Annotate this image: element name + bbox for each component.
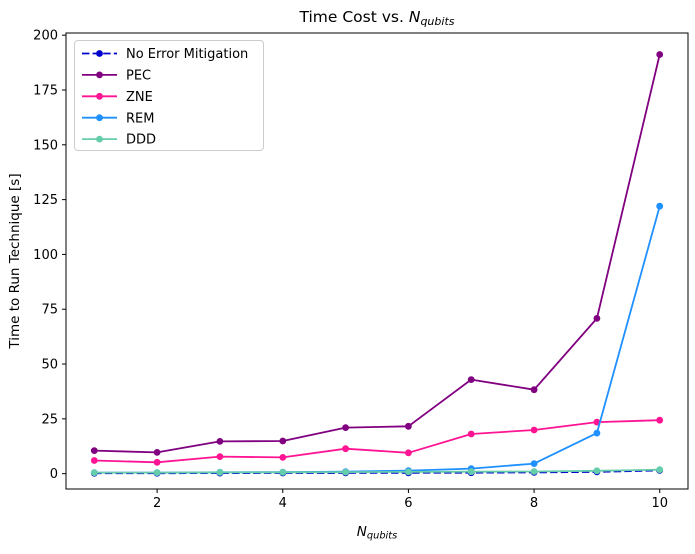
series-marker-ddd: [593, 467, 601, 475]
series-marker-pec: [90, 447, 98, 454]
chart-title-prefix: Time Cost vs.: [298, 8, 408, 26]
series-marker-ddd: [216, 469, 224, 476]
series-marker-zne: [656, 416, 664, 424]
x-tick-label: 2: [153, 496, 161, 511]
legend-label: ZNE: [126, 90, 153, 105]
legend-label: REM: [126, 111, 154, 126]
series-line-ddd: [94, 468, 660, 474]
legend-swatch-marker: [96, 50, 103, 57]
series-marker-pec: [530, 386, 538, 394]
series-layer: [90, 51, 664, 477]
y-tick-label: 100: [33, 248, 58, 263]
series-line-pec: [94, 54, 661, 454]
series-marker-pec: [279, 437, 287, 445]
series-marker-ddd: [279, 468, 287, 476]
chart-title: Time Cost vs. Nqubits: [298, 8, 454, 28]
series-line-zne: [94, 419, 660, 464]
legend-label: No Error Mitigation: [126, 47, 248, 62]
y-axis-label: Time to Run Technique [s]: [7, 173, 23, 349]
legend-item-rem: REM: [82, 111, 154, 126]
y-tick-label: 0: [50, 467, 58, 482]
x-tick-label: 4: [279, 496, 287, 511]
y-tick-label: 125: [33, 193, 58, 208]
legend-swatch-marker: [96, 135, 103, 143]
series-marker-pec: [467, 376, 475, 383]
series-marker-ddd: [530, 468, 538, 475]
legend-layer: No Error Mitigation PEC ZNE REM DDD: [74, 40, 264, 151]
series-marker-pec: [342, 424, 349, 431]
series-marker-pec: [405, 422, 412, 430]
legend-swatch-marker: [96, 92, 103, 100]
legend-item-ddd: DDD: [82, 133, 156, 148]
series-marker-ddd: [467, 468, 475, 476]
series-marker-zne: [342, 445, 349, 453]
series-marker-rem: [593, 429, 601, 437]
series-marker-zne: [279, 454, 287, 461]
series-marker-rem: [530, 460, 538, 467]
y-tick-label: 175: [33, 84, 58, 99]
y-tick-label: 200: [33, 29, 58, 44]
legend-item-pec: PEC: [82, 69, 151, 84]
x-axis-label-variable: N: [357, 524, 367, 540]
series-marker-zne: [216, 453, 224, 460]
y-tick-label: 75: [41, 303, 58, 318]
series-marker-pec: [216, 438, 224, 445]
series-marker-zne: [405, 449, 412, 457]
series-marker-rem: [656, 202, 664, 210]
y-tick-label: 150: [33, 138, 58, 153]
series-marker-zne: [530, 426, 538, 434]
y-tick-label: 50: [41, 358, 58, 373]
series-marker-ddd: [405, 468, 412, 476]
legend-box: [74, 40, 264, 151]
chart-title-variable: N: [409, 8, 421, 26]
series-marker-ddd: [153, 469, 161, 476]
legend-label: PEC: [126, 69, 151, 84]
legend-label: DDD: [126, 133, 156, 148]
x-tick-label: 10: [651, 496, 668, 511]
series-marker-ddd: [90, 469, 98, 476]
series-marker-pec: [593, 315, 601, 322]
legend-item-no-error-mitigation: No Error Mitigation: [82, 47, 248, 62]
x-axis-label: Nqubits: [357, 524, 397, 542]
series-marker-zne: [90, 457, 98, 464]
series-marker-ddd: [656, 466, 664, 474]
chart-title-subscript: qubits: [420, 15, 454, 28]
x-tick-label: 8: [530, 496, 538, 511]
legend-swatch-marker: [96, 114, 103, 122]
series-marker-ddd: [342, 468, 349, 476]
series-marker-zne: [467, 430, 475, 438]
series-marker-zne: [153, 458, 161, 466]
y-tick-label: 25: [41, 412, 58, 427]
legend-swatch-marker: [96, 71, 103, 79]
x-axis-label-subscript: qubits: [367, 531, 397, 542]
series-marker-pec: [656, 51, 664, 58]
legend-item-zne: ZNE: [82, 90, 153, 105]
x-tick-label: 6: [404, 496, 412, 511]
series-marker-pec: [153, 449, 161, 456]
